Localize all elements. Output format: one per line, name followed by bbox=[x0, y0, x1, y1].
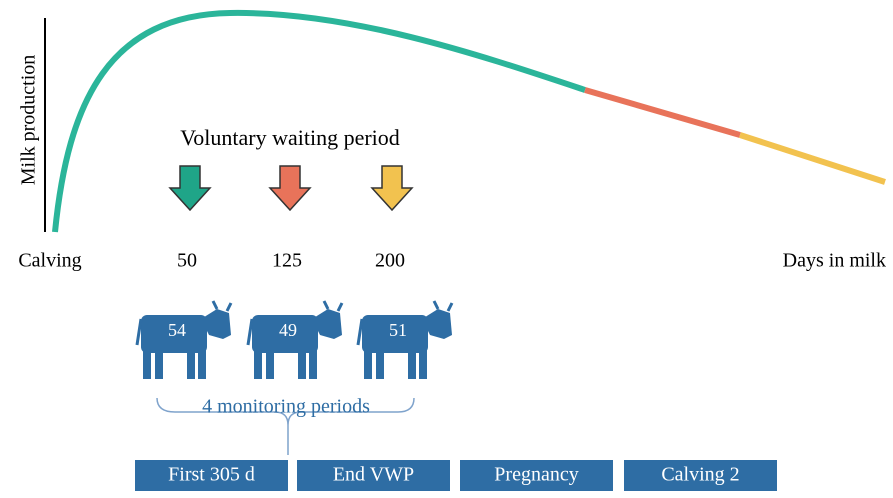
cow: 49 bbox=[246, 300, 344, 379]
arrow-green bbox=[168, 165, 212, 212]
annotation: Voluntary waiting period bbox=[180, 125, 400, 150]
cow-leg bbox=[266, 349, 274, 379]
curve-yellow bbox=[739, 132, 886, 185]
cow-leg bbox=[298, 349, 306, 379]
cow-body bbox=[141, 315, 207, 353]
cow-horns bbox=[322, 300, 344, 312]
period-box bbox=[460, 460, 613, 491]
cows: 54 49 51 bbox=[135, 300, 454, 379]
arrow-yellow bbox=[370, 165, 414, 212]
cow-body bbox=[362, 315, 428, 353]
cow-head bbox=[201, 309, 231, 339]
cow: 51 bbox=[356, 300, 454, 379]
cow-leg bbox=[309, 349, 317, 379]
brace bbox=[156, 397, 415, 455]
brace-label: 4 monitoring periods bbox=[202, 396, 370, 418]
cow-horns bbox=[432, 300, 454, 312]
cow-head bbox=[422, 309, 452, 339]
x-label: 50 bbox=[177, 250, 197, 272]
cow-tail bbox=[356, 318, 364, 346]
curve-green bbox=[52, 9, 586, 233]
cow-number: 49 bbox=[279, 320, 297, 340]
y-axis-label: Milk production bbox=[18, 55, 40, 186]
x-label: 125 bbox=[272, 250, 302, 272]
cow-number: 54 bbox=[168, 320, 186, 340]
cow-number: 51 bbox=[389, 320, 407, 340]
curve-red bbox=[584, 87, 741, 138]
period-box bbox=[297, 460, 450, 491]
cow-tail bbox=[246, 318, 254, 346]
period-box bbox=[624, 460, 777, 491]
cow-leg bbox=[419, 349, 427, 379]
arrows bbox=[168, 165, 414, 212]
arrow-red bbox=[268, 165, 312, 212]
cow: 54 bbox=[135, 300, 233, 379]
period-label: Pregnancy bbox=[494, 464, 578, 486]
periods: First 305 d End VWP Pregnancy Calving 2 bbox=[135, 460, 777, 491]
period-label: First 305 d bbox=[168, 464, 255, 486]
x-label: Calving bbox=[18, 250, 81, 272]
cow-leg bbox=[198, 349, 206, 379]
cow-body bbox=[252, 315, 318, 353]
cow-leg bbox=[155, 349, 163, 379]
x-label: Days in milk bbox=[783, 250, 886, 272]
period-label: End VWP bbox=[333, 464, 414, 486]
cow-leg bbox=[254, 349, 262, 379]
period-box bbox=[135, 460, 288, 491]
cow-head bbox=[312, 309, 342, 339]
cow-leg bbox=[143, 349, 151, 379]
x-label: 200 bbox=[375, 250, 405, 272]
cow-horns bbox=[211, 300, 233, 312]
cow-leg bbox=[187, 349, 195, 379]
cow-leg bbox=[364, 349, 372, 379]
x-labels: Calving 50 125 200 Days in milk bbox=[18, 250, 886, 272]
period-label: Calving 2 bbox=[661, 464, 739, 486]
cow-leg bbox=[408, 349, 416, 379]
cow-tail bbox=[135, 318, 143, 346]
cow-leg bbox=[376, 349, 384, 379]
